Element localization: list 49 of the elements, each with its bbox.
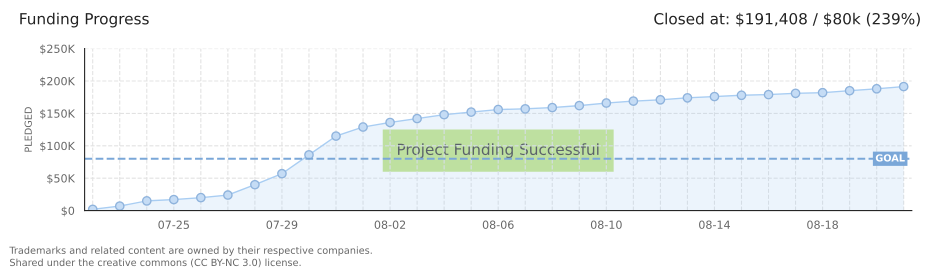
x-tick-label: 07-29 xyxy=(266,220,298,229)
point xyxy=(250,180,260,190)
point xyxy=(844,86,854,96)
point xyxy=(628,96,638,106)
y-axis-title: PLEDGED xyxy=(24,107,32,152)
point xyxy=(790,88,800,98)
point xyxy=(710,92,720,102)
point xyxy=(196,192,206,202)
y-tick-label: $200K xyxy=(40,76,76,87)
x-tick-label: 08-14 xyxy=(699,220,730,229)
point xyxy=(547,102,558,112)
point xyxy=(574,100,584,110)
y-tick-label: $50K xyxy=(47,174,76,184)
chart-subtitle: Closed at: $191,408 / $80k (239%) xyxy=(654,12,920,27)
ref-line-label: GOAL xyxy=(876,154,905,162)
point xyxy=(764,90,774,100)
x-tick-label: 08-06 xyxy=(482,220,514,229)
point xyxy=(277,168,287,179)
point xyxy=(898,82,909,92)
point xyxy=(736,90,746,100)
point xyxy=(358,122,368,132)
point xyxy=(872,84,882,94)
point xyxy=(114,201,125,211)
point xyxy=(520,104,530,114)
annotation: Project Funding Successful xyxy=(398,143,598,158)
point xyxy=(385,118,395,128)
chart-title: Funding Progress xyxy=(20,12,149,28)
point xyxy=(493,104,504,114)
point xyxy=(412,114,422,124)
point xyxy=(439,110,449,120)
x-tick-label: 08-02 xyxy=(374,220,406,229)
y-tick-label: $150K xyxy=(40,109,76,120)
y-tick-label: $100K xyxy=(40,142,76,152)
point xyxy=(466,107,476,117)
point xyxy=(142,196,152,206)
point xyxy=(223,190,233,200)
y-tick-label: $250K xyxy=(40,44,76,54)
text: Trademarks and related content are owned by their respective companies. xyxy=(9,246,372,256)
y-tick-label: $0 xyxy=(62,206,74,216)
point xyxy=(331,131,341,141)
point xyxy=(682,92,692,103)
x-tick-label: 08-10 xyxy=(590,220,622,229)
point xyxy=(818,88,828,98)
x-tick-label: 07-25 xyxy=(158,220,189,229)
point xyxy=(601,98,612,108)
text: Shared under the creative commons (CC BY-NC 3.0) license. xyxy=(10,258,301,268)
point xyxy=(168,194,179,204)
point xyxy=(656,94,666,105)
x-tick-label: 08-18 xyxy=(807,220,838,229)
